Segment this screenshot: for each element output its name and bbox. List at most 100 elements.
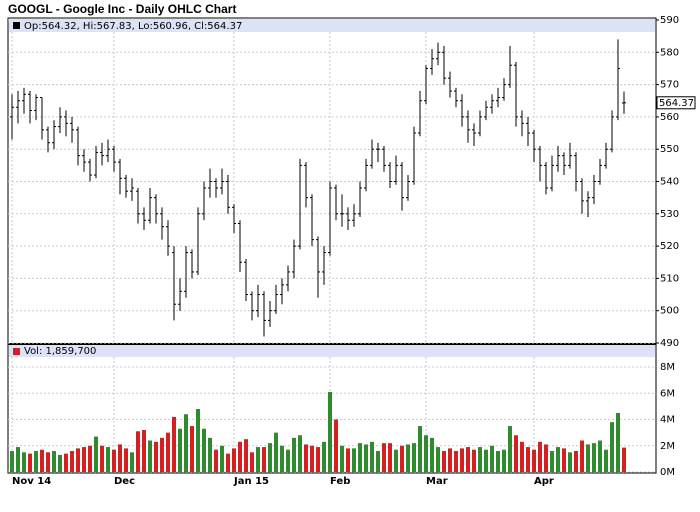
y-tick-label: 520 [660,241,679,252]
volume-bar [370,441,374,472]
y-tick-label: 590 [660,15,679,26]
volume-bar [580,440,584,472]
volume-bar [118,444,122,472]
volume-tick-label: 8M [660,362,675,373]
volume-bar [142,430,146,472]
volume-bar [322,441,326,472]
volume-bar [364,444,368,472]
volume-bar [460,448,464,472]
volume-bar [448,448,452,472]
volume-bar [148,440,152,472]
y-tick-label: 550 [660,144,679,155]
volume-legend-swatch [13,348,20,355]
volume-bar [196,409,200,472]
legend-swatch [13,22,20,29]
x-tick-label: Feb [330,476,350,487]
volume-bar [46,452,50,472]
volume-bar [568,452,572,472]
volume-bar [604,449,608,472]
volume-bar [622,447,626,472]
volume-bar [58,454,62,472]
volume-bar [22,452,26,472]
volume-bar [454,451,458,472]
volume-bar [82,447,86,472]
volume-bar [418,426,422,472]
volume-bar [184,414,188,472]
volume-bar [250,452,254,472]
volume-bar [286,449,290,472]
volume-bar [520,441,524,472]
volume-bar [508,426,512,472]
volume-bar [592,443,596,472]
volume-bar [16,447,20,472]
volume-bar [352,448,356,472]
volume-bar [10,451,14,472]
volume-bar [202,428,206,472]
volume-bar [388,443,392,472]
volume-bar [136,431,140,472]
volume-bar [490,445,494,472]
volume-bar [310,445,314,472]
x-tick-label: Mar [426,476,448,487]
volume-bar [160,437,164,472]
volume-bar [400,445,404,472]
volume-bar [406,444,410,472]
volume-bar [334,419,338,472]
chart-title: GOOGL - Google Inc - Daily OHLC Chart [8,2,236,16]
volume-bar [166,432,170,472]
volume-legend-bar [9,345,655,357]
volume-bar [478,447,482,472]
volume-bar [556,447,560,472]
volume-bar [214,449,218,472]
volume-legend-text: Vol: 1,859,700 [24,346,96,357]
volume-bar [484,449,488,472]
volume-tick-label: 6M [660,388,675,399]
y-tick-label: 530 [660,209,679,220]
volume-bar [394,449,398,472]
volume-bar [70,451,74,472]
volume-bar [532,449,536,472]
volume-bar [298,435,302,472]
volume-tick-label: 4M [660,415,675,426]
volume-bar [106,447,110,472]
volume-bar [538,441,542,472]
plot [8,19,656,473]
volume-tick-label: 2M [660,441,675,452]
volume-tick-label: 0M [660,467,675,478]
volume-bar [376,451,380,472]
volume-bar [502,449,506,472]
y-tick-label: 580 [660,47,679,58]
y-tick-label: 560 [660,112,679,123]
volume-bar [52,451,56,472]
volume-bar [550,451,554,472]
volume-bar [76,448,80,472]
y-tick-label: 490 [660,338,679,349]
volume-bar [610,422,614,472]
volume-bar [292,437,296,472]
y-tick-label: 500 [660,306,679,317]
volume-bar [220,445,224,472]
volume-bar [40,449,44,472]
volume-bar [424,435,428,472]
volume-bar [178,428,182,472]
volume-bar [436,447,440,472]
volume-bar [208,437,212,472]
volume-bar [64,453,68,472]
volume-bar [172,416,176,472]
volume-bar [562,448,566,472]
volume-bar [586,444,590,472]
y-tick-label: 570 [660,80,679,91]
volume-bar [346,448,350,472]
volume-bar [130,452,134,472]
volume-bar [466,447,470,472]
volume-bar [316,447,320,472]
volume-bar [382,443,386,472]
volume-bar [514,435,518,472]
volume-bar [328,391,332,472]
volume-bar [256,447,260,472]
last-price-box [656,96,696,110]
volume-bar [262,447,266,472]
volume-bar [226,453,230,472]
volume-bar [340,445,344,472]
